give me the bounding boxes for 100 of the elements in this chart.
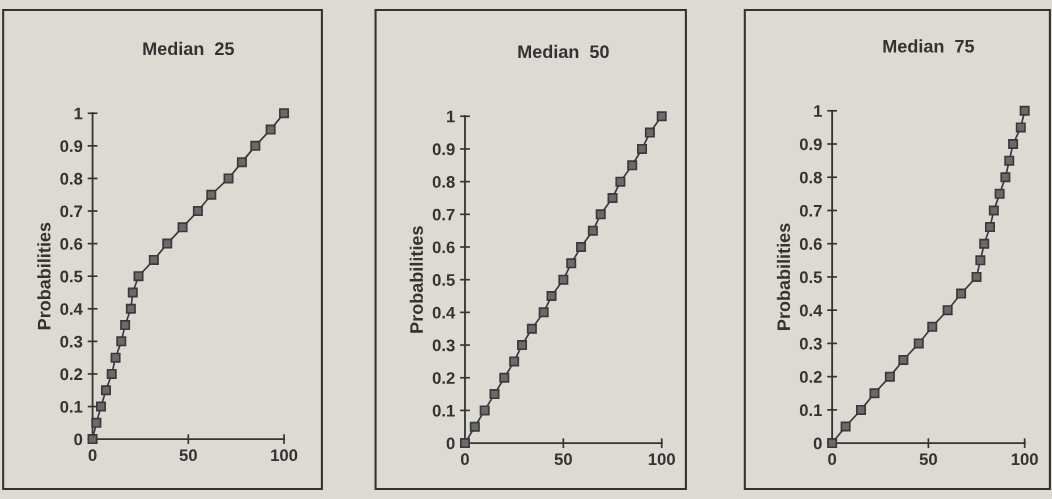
point bbox=[120, 320, 131, 331]
y-tick-label: 0.8 bbox=[432, 176, 455, 188]
point bbox=[607, 192, 618, 203]
y-tick-label: 0.8 bbox=[799, 171, 822, 184]
point bbox=[615, 176, 626, 187]
point bbox=[656, 111, 667, 122]
point bbox=[127, 287, 138, 298]
point bbox=[538, 307, 549, 318]
x-tick-label: 50 bbox=[179, 449, 197, 462]
y-tick-label: 0.6 bbox=[60, 238, 83, 250]
point bbox=[566, 258, 577, 269]
y-tick-label: 0 bbox=[74, 433, 83, 446]
point bbox=[988, 205, 999, 216]
y-tick-label: 0.7 bbox=[60, 205, 83, 218]
y-tick-label: 0.4 bbox=[799, 304, 823, 317]
point bbox=[459, 438, 470, 449]
point bbox=[250, 140, 261, 151]
y-tick-label: 0.3 bbox=[432, 339, 455, 352]
y-tick-label: 0.1 bbox=[60, 400, 83, 413]
point bbox=[223, 173, 234, 184]
point bbox=[898, 355, 909, 366]
point bbox=[994, 188, 1005, 199]
point bbox=[644, 127, 655, 138]
y-tick-label: 0.7 bbox=[432, 208, 455, 221]
x-tick-label: 100 bbox=[271, 449, 298, 462]
y-tick-label: 1 bbox=[447, 110, 455, 123]
x-tick-label: 0 bbox=[828, 453, 837, 466]
y-tick-label: 0.5 bbox=[432, 274, 455, 286]
y-tick-label: 0.5 bbox=[60, 270, 83, 283]
y-tick-label: 0.2 bbox=[432, 372, 455, 384]
point bbox=[177, 222, 188, 233]
point bbox=[279, 108, 290, 119]
point bbox=[526, 323, 537, 334]
y-tick-label: 0.9 bbox=[799, 138, 822, 151]
y-tick-label: 0 bbox=[813, 437, 822, 450]
point bbox=[587, 225, 598, 236]
point bbox=[856, 404, 867, 415]
point bbox=[87, 434, 98, 445]
y-tick-label: 0.4 bbox=[60, 303, 83, 315]
point bbox=[100, 385, 111, 396]
x-tick-label: 0 bbox=[88, 449, 97, 462]
point bbox=[913, 338, 924, 349]
point bbox=[942, 305, 953, 316]
chart-title: Median 25 bbox=[143, 41, 234, 56]
point bbox=[517, 340, 528, 351]
point bbox=[956, 288, 967, 299]
y-tick-label: 0.6 bbox=[432, 241, 455, 254]
x-tick-label: 100 bbox=[648, 453, 675, 466]
point bbox=[469, 421, 480, 432]
point bbox=[884, 371, 895, 382]
point bbox=[869, 388, 880, 399]
point bbox=[1004, 155, 1015, 166]
point bbox=[595, 209, 606, 220]
point bbox=[627, 160, 638, 171]
point bbox=[110, 352, 121, 363]
point bbox=[558, 274, 569, 285]
point bbox=[509, 356, 520, 367]
point bbox=[116, 336, 127, 347]
y-axis-title: Probabilities bbox=[37, 222, 51, 330]
point bbox=[1015, 122, 1026, 133]
y-tick-label: 0.5 bbox=[799, 271, 822, 284]
chart-title: Median 50 bbox=[518, 44, 609, 59]
point bbox=[206, 189, 217, 200]
point bbox=[95, 401, 107, 412]
point bbox=[91, 417, 102, 428]
point bbox=[236, 157, 247, 168]
y-tick-label: 0.3 bbox=[60, 335, 83, 348]
point bbox=[1000, 172, 1011, 183]
y-tick-label: 0.1 bbox=[432, 404, 455, 417]
point bbox=[576, 242, 587, 253]
x-tick-label: 100 bbox=[1011, 453, 1038, 466]
y-tick-label: 0.6 bbox=[799, 238, 822, 250]
point bbox=[1008, 139, 1019, 150]
point bbox=[148, 254, 159, 265]
y-tick-label: 0.1 bbox=[799, 404, 822, 417]
point bbox=[265, 124, 276, 135]
point bbox=[192, 206, 203, 217]
y-tick-label: 0.2 bbox=[60, 368, 83, 381]
point bbox=[984, 222, 995, 233]
point bbox=[489, 389, 500, 400]
point bbox=[975, 255, 986, 266]
point bbox=[979, 238, 990, 249]
y-tick-label: 0 bbox=[446, 437, 455, 450]
y-tick-label: 0.3 bbox=[799, 337, 822, 350]
x-tick-label: 50 bbox=[919, 453, 937, 466]
chart-title: Median 75 bbox=[883, 39, 975, 53]
point bbox=[162, 238, 173, 249]
y-axis-title: Probabilities bbox=[409, 226, 423, 333]
point bbox=[133, 271, 144, 282]
y-tick-label: 0.4 bbox=[432, 306, 456, 319]
point bbox=[827, 438, 838, 449]
y-tick-label: 0.8 bbox=[60, 172, 83, 185]
y-tick-label: 1 bbox=[74, 107, 83, 120]
point bbox=[479, 405, 490, 416]
y-tick-label: 0.7 bbox=[799, 204, 822, 217]
y-tick-label: 0.9 bbox=[432, 143, 455, 156]
point bbox=[840, 421, 851, 432]
point bbox=[927, 321, 938, 332]
point bbox=[546, 291, 557, 302]
point bbox=[125, 303, 136, 314]
